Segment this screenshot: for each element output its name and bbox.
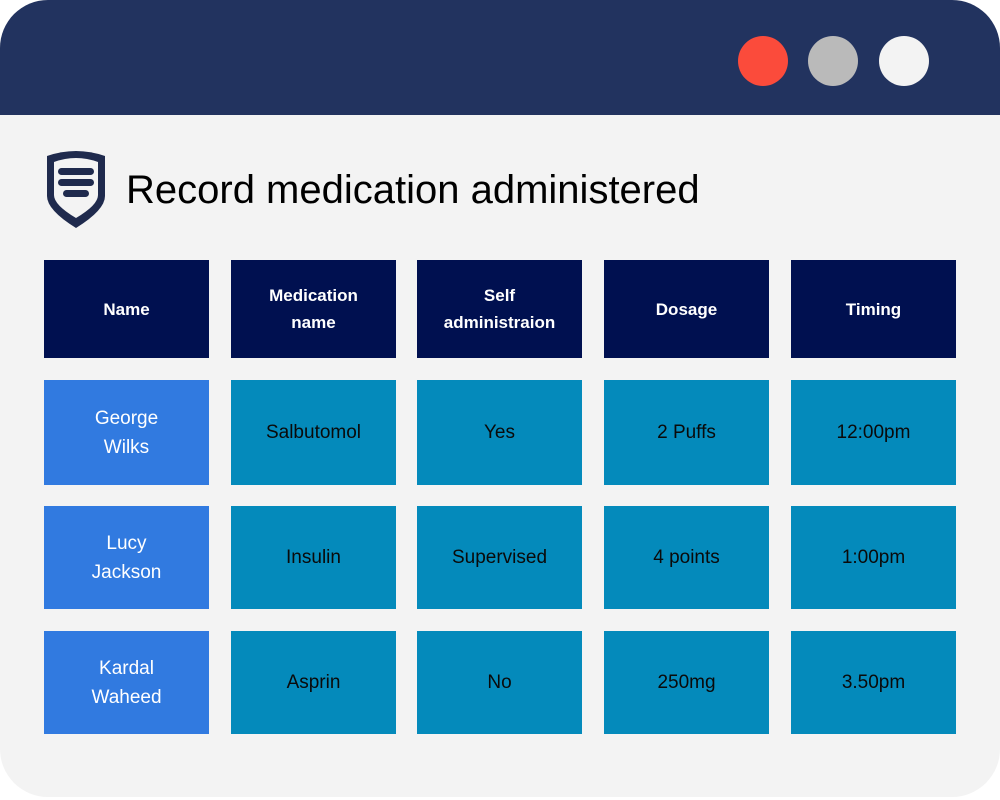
title-bar [0,0,1000,115]
table-cell: Lucy Jackson [44,506,209,609]
column-header: Name [44,260,209,358]
table-cell: Kardal Waheed [44,631,209,734]
table-cell: 12:00pm [791,380,956,485]
table-cell: Salbutomol [231,380,396,485]
table-cell: No [417,631,582,734]
minimize-button[interactable] [808,36,858,86]
close-button[interactable] [738,36,788,86]
column-header: Dosage [604,260,769,358]
column-header: Timing [791,260,956,358]
table-cell: 250mg [604,631,769,734]
table-cell: Asprin [231,631,396,734]
table-cell: 4 points [604,506,769,609]
table-cell: Supervised [417,506,582,609]
table-cell: Yes [417,380,582,485]
table-cell: 3.50pm [791,631,956,734]
maximize-button[interactable] [879,36,929,86]
table-cell: George Wilks [44,380,209,485]
table-cell: Insulin [231,506,396,609]
column-header: Self administraion [417,260,582,358]
shield-icon [47,151,105,228]
table-cell: 2 Puffs [604,380,769,485]
page-title: Record medication administered [126,168,700,212]
column-header: Medication name [231,260,396,358]
table-cell: 1:00pm [791,506,956,609]
